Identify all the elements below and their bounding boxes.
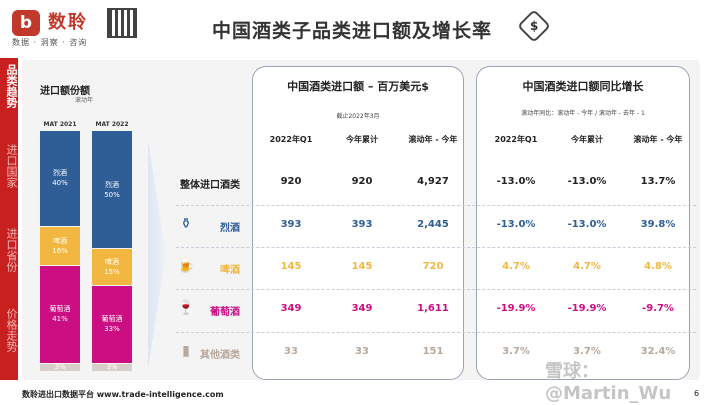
- growth-cell: 4.7%: [573, 261, 601, 272]
- value-cell: 393: [351, 219, 373, 230]
- growth-cell: 3.7%: [502, 346, 530, 357]
- value-col-header: 2022年Q1: [269, 135, 313, 144]
- sidebar-item-0[interactable]: 品类趋势: [5, 64, 18, 108]
- mix-segment: 烈酒 50%: [92, 131, 132, 249]
- mix-subtitle: 滚动年: [75, 97, 94, 104]
- mix-segment: 3%: [92, 363, 132, 372]
- mix-segment: 葡萄酒 33%: [92, 285, 132, 363]
- growth-cell: 4.8%: [644, 261, 672, 272]
- value-cell: 33: [355, 346, 369, 357]
- mix-segment-pct: 33%: [104, 325, 120, 334]
- row-label: 葡萄酒: [210, 307, 240, 318]
- mix-column-label: MAT 2021: [43, 121, 77, 128]
- mix-segment: 3%: [40, 363, 80, 372]
- value-col-header: 今年累计: [346, 135, 378, 144]
- value-table-title: 中国酒类进口额 – 百万美元$: [287, 80, 429, 93]
- mix-segment: 啤酒 16%: [40, 226, 80, 265]
- value-cell: 145: [351, 261, 373, 272]
- mix-segment-name: 葡萄酒: [101, 315, 123, 324]
- mix-segment: 葡萄酒 41%: [40, 265, 80, 363]
- mix-segment-pct: 40%: [52, 179, 68, 188]
- mix-segment-name: 啤酒: [53, 236, 67, 245]
- value-cell: 349: [351, 303, 373, 314]
- mix-segment-name: 啤酒: [105, 257, 119, 266]
- mix-segment: 烈酒 40%: [40, 131, 80, 226]
- row-divider: [176, 247, 696, 248]
- growth-col-header: 滚动年 - 今年: [633, 135, 683, 144]
- beer-mug-icon: 🍺: [177, 258, 195, 274]
- growth-cell: 39.8%: [640, 219, 676, 230]
- qr-code-icon: [107, 8, 137, 38]
- growth-cell: 13.7%: [640, 176, 676, 187]
- mix-column-label: MAT 2022: [95, 121, 129, 128]
- growth-cell: -13.0%: [567, 219, 607, 230]
- sidebar-item-3[interactable]: 价格走势: [5, 308, 18, 352]
- growth-cell: -9.7%: [642, 303, 674, 314]
- sidebar-item-1[interactable]: 进口国家: [5, 144, 18, 188]
- growth-cell: -19.9%: [567, 303, 607, 314]
- growth-cell: 4.7%: [502, 261, 530, 272]
- sidebar: 品类趋势进口国家进口省份价格走势: [0, 58, 18, 380]
- mix-segment-name: 烈酒: [53, 169, 67, 178]
- row-label: 整体进口酒类: [180, 180, 240, 191]
- row-label: 烈酒: [220, 223, 240, 234]
- sidebar-item-2[interactable]: 进口省份: [5, 228, 18, 272]
- growth-col-header: 2022年Q1: [494, 135, 538, 144]
- growth-cell: -13.0%: [496, 176, 536, 187]
- wine-glass-icon: 🍷: [177, 300, 195, 316]
- row-label: 其他酒类: [200, 350, 240, 361]
- mix-segment-pct: 3%: [106, 363, 118, 372]
- other-bottles-icon: ▮: [182, 343, 190, 359]
- growth-cell: -19.9%: [496, 303, 536, 314]
- mix-segment-pct: 50%: [104, 190, 120, 199]
- row-divider: [176, 205, 696, 206]
- growth-cell: 32.4%: [640, 346, 676, 357]
- growth-table-subtitle: 滚动年同比：滚动年 - 今年 / 滚动年 - 去年 - 1: [521, 110, 645, 117]
- mix-segment: 啤酒 15%: [92, 249, 132, 285]
- growth-col-header: 今年累计: [571, 135, 603, 144]
- watermark: 雪球：@Martin_Wu: [545, 361, 672, 404]
- page-title: 中国酒类子品类进口额及增长率: [212, 20, 493, 42]
- growth-cell: -13.0%: [567, 176, 607, 187]
- value-table-subtitle: 截止2022年3月: [336, 113, 380, 120]
- mix-segment-pct: 16%: [52, 246, 68, 255]
- row-divider: [176, 289, 696, 290]
- value-cell: 1,611: [417, 303, 449, 314]
- growth-table-title: 中国酒类进口额同比增长: [522, 80, 644, 93]
- value-table-box: [252, 66, 464, 380]
- row-label: 啤酒: [220, 265, 240, 276]
- value-cell: 151: [422, 346, 444, 357]
- mix-title: 进口额份额: [40, 86, 90, 97]
- mix-segment-pct: 15%: [104, 267, 120, 276]
- page-number: 6: [694, 389, 700, 398]
- mix-segment-name: 烈酒: [105, 180, 119, 189]
- growth-cell: 3.7%: [573, 346, 601, 357]
- value-cell: 920: [280, 176, 302, 187]
- value-cell: 720: [422, 261, 444, 272]
- value-cell: 145: [280, 261, 302, 272]
- value-cell: 393: [280, 219, 302, 230]
- brand-name: 数聆: [48, 12, 88, 33]
- brand-logo-icon: b: [12, 10, 40, 36]
- row-divider: [176, 332, 696, 333]
- brand-tagline: 数据 · 洞察 · 咨询: [12, 38, 88, 47]
- value-cell: 349: [280, 303, 302, 314]
- growth-table-box: [476, 66, 690, 380]
- value-cell: 4,927: [417, 176, 449, 187]
- liquor-bottle-icon: ⚱: [180, 216, 192, 232]
- growth-cell: -13.0%: [496, 219, 536, 230]
- footer-text: 数聆进出口数据平台 www.trade-intelligence.com: [22, 390, 224, 399]
- value-cell: 920: [351, 176, 373, 187]
- value-cell: 33: [284, 346, 298, 357]
- mix-segment-pct: 3%: [54, 363, 66, 372]
- mix-segment-pct: 41%: [52, 315, 68, 324]
- value-col-header: 滚动年 - 今年: [408, 135, 458, 144]
- value-cell: 2,445: [417, 219, 449, 230]
- mix-segment-name: 葡萄酒: [49, 305, 71, 314]
